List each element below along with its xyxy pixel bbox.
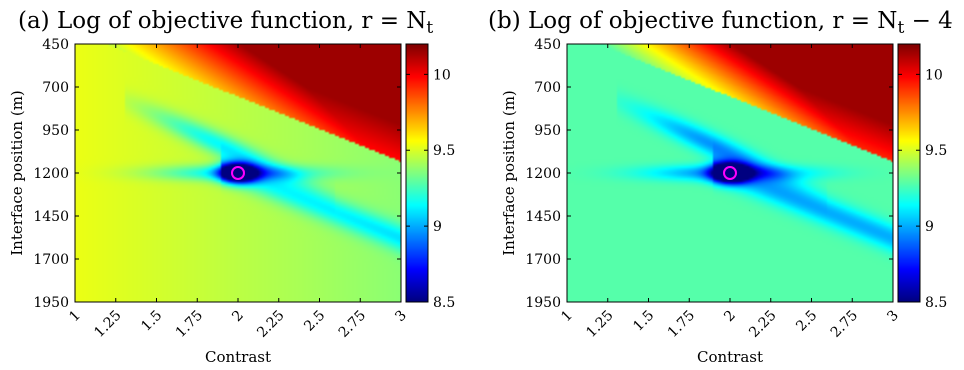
y-axis-label-b: Interface position (m)	[500, 90, 518, 256]
x-tick-label: 2.25	[254, 308, 287, 341]
y-tick-label: 1200	[525, 166, 561, 182]
panel-b: (b) Log of objective function, r = Nt − …	[488, 8, 953, 366]
x-tick-label: 1.75	[665, 308, 698, 341]
y-tick-label: 1950	[525, 295, 561, 311]
colorbar-tick-label: 10	[925, 67, 943, 83]
colorbar-tick-label: 9	[925, 219, 934, 235]
y-tick-label: 950	[42, 123, 69, 139]
y-tick-label: 700	[534, 80, 561, 96]
heatmap-a	[75, 44, 401, 302]
chart-title-b: (b) Log of objective function, r = Nt − …	[488, 8, 953, 38]
x-tick-label: 2.5	[793, 308, 820, 335]
colorbar-b: 8.5 9 9.5 10	[897, 43, 947, 311]
heatmap-b	[567, 44, 893, 302]
x-tick-label: 2.75	[336, 308, 369, 341]
y-tick-label: 1700	[33, 252, 69, 268]
y-tick-label: 1450	[525, 209, 561, 225]
minimum-marker-a	[231, 166, 245, 180]
y-tick-label: 450	[534, 37, 561, 53]
y-ticks-a: 450 700 950 1200 1450 1700 1950	[33, 37, 401, 311]
colorbar-tick-label: 9.5	[433, 143, 455, 159]
minimum-marker-b	[723, 166, 737, 180]
x-tick-label: 3	[392, 308, 410, 326]
colorbar-tick-label: 9	[433, 219, 442, 235]
y-axis-label-a: Interface position (m)	[8, 90, 26, 256]
x-tick-label: 2.5	[301, 308, 328, 335]
colorbar-tick-label: 8.5	[433, 295, 455, 311]
x-tick-label: 2	[721, 308, 739, 326]
y-tick-label: 950	[534, 123, 561, 139]
x-tick-label: 1.5	[138, 308, 165, 335]
x-tick-label: 3	[884, 308, 902, 326]
y-tick-label: 1700	[525, 252, 561, 268]
y-tick-label: 1450	[33, 209, 69, 225]
y-tick-label: 1950	[33, 295, 69, 311]
y-ticks-b: 450 700 950 1200 1450 1700 1950	[525, 37, 893, 311]
colorbar-tick-label: 10	[433, 67, 451, 83]
x-tick-label: 1.5	[630, 308, 657, 335]
colorbar-tick-label: 9.5	[925, 143, 947, 159]
y-tick-label: 450	[42, 37, 69, 53]
x-axis-label-b: Contrast	[697, 348, 763, 366]
x-tick-label: 1.25	[91, 308, 124, 341]
chart-title-a: (a) Log of objective function, r = Nt	[18, 8, 433, 38]
y-tick-label: 1200	[33, 166, 69, 182]
x-tick-label: 2.75	[828, 308, 861, 341]
y-tick-label: 700	[42, 80, 69, 96]
x-tick-label: 2.25	[746, 308, 779, 341]
colorbar-a: 8.5 9 9.5 10	[405, 43, 455, 311]
x-axis-label-a: Contrast	[205, 348, 271, 366]
colorbar-tick-label: 8.5	[925, 295, 947, 311]
x-tick-label: 2	[229, 308, 247, 326]
x-tick-label: 1.25	[583, 308, 616, 341]
x-tick-label: 1.75	[173, 308, 206, 341]
